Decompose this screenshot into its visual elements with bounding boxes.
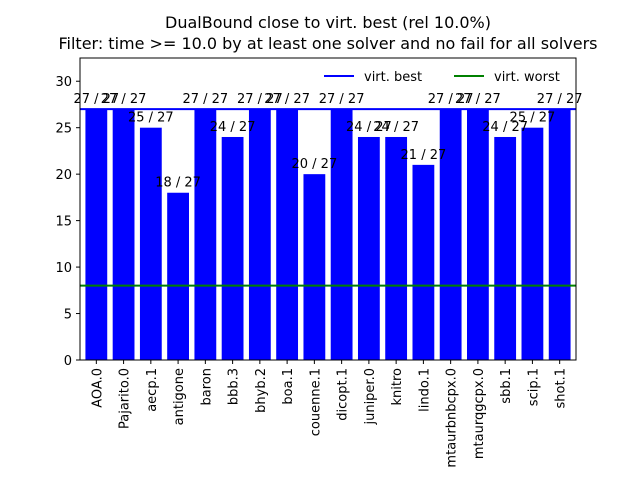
data-label: 25 / 27 (510, 111, 556, 126)
data-label: 24 / 27 (346, 120, 392, 135)
bar-scip-1 (521, 127, 544, 360)
x-tick-label: bbb.3 (227, 368, 242, 405)
x-tick-label: juniper.0 (363, 368, 378, 426)
chart-title-line2: Filter: time >= 10.0 by at least one sol… (58, 34, 597, 53)
data-label: 27 / 27 (73, 92, 119, 107)
bar-aoa-0 (85, 109, 108, 360)
data-label: 18 / 27 (155, 176, 201, 191)
legend-label-virt-best: virt. best (364, 70, 422, 85)
y-tick-label: 20 (55, 168, 72, 183)
axes-frame (79, 57, 577, 361)
x-tick-label: sbb.1 (499, 368, 514, 404)
bar-aecp-1 (139, 127, 162, 360)
x-tick-label: knitro (390, 368, 405, 406)
y-tick-label: 0 (64, 354, 72, 369)
y-tick-label: 25 (55, 122, 72, 137)
data-label: 27 / 27 (101, 92, 147, 107)
bar-juniper-0 (357, 136, 380, 360)
data-label: 21 / 27 (401, 148, 447, 163)
bar-boa-1 (276, 109, 299, 360)
chart-title-line1: DualBound close to virt. best (rel 10.0%… (165, 13, 491, 32)
x-tick-label: boa.1 (281, 368, 296, 405)
bar-mtaurbnbcpx-0 (439, 109, 462, 360)
y-tick-label: 10 (55, 261, 72, 276)
data-label: 27 / 27 (319, 92, 365, 107)
x-tick-label: aecp.1 (145, 368, 160, 412)
x-tick-label: lindo.1 (417, 368, 432, 412)
x-tick-label: shot.1 (554, 368, 569, 408)
bar-couenne-1 (303, 174, 326, 360)
data-label: 24 / 27 (482, 120, 528, 135)
x-tick-label: antigone (172, 368, 187, 425)
bar-knitro (385, 136, 408, 360)
data-label: 25 / 27 (128, 111, 174, 126)
y-tick-label: 30 (55, 75, 72, 90)
x-tick-label: mtaurqgcpx.0 (472, 368, 487, 459)
bar-antigone (167, 192, 189, 360)
legend-label-virt-worst: virt. worst (494, 70, 560, 85)
data-label: 27 / 27 (455, 92, 501, 107)
bar-dicopt-1 (330, 109, 353, 360)
bar-lindo-1 (412, 164, 435, 360)
bar-bbb-3 (221, 136, 244, 360)
data-label: 24 / 27 (373, 120, 419, 135)
bar-baron (194, 109, 217, 360)
x-tick-label: couenne.1 (308, 368, 323, 436)
x-tick-label: baron (199, 368, 214, 405)
data-label: 27 / 27 (237, 92, 283, 107)
data-label: 27 / 27 (182, 92, 228, 107)
x-tick-label: dicopt.1 (336, 368, 351, 421)
data-label: 27 / 27 (264, 92, 310, 107)
x-tick-label: bhyb.2 (254, 368, 269, 413)
data-label: 24 / 27 (210, 120, 256, 135)
x-tick-label: mtaurbnbcpx.0 (445, 368, 460, 468)
data-label: 20 / 27 (292, 157, 338, 172)
data-label: 27 / 27 (537, 92, 583, 107)
x-tick-label: AOA.0 (90, 368, 105, 408)
bar-bhyb-2 (248, 109, 271, 360)
bar-shot-1 (548, 109, 571, 360)
x-tick-label: Pajarito.0 (118, 368, 133, 429)
y-tick-label: 5 (64, 308, 72, 323)
bar-sbb-1 (494, 136, 517, 360)
data-label: 27 / 27 (428, 92, 474, 107)
bar-pajarito-0 (112, 109, 135, 360)
x-tick-label: scip.1 (526, 368, 541, 406)
bar-mtaurqgcpx-0 (467, 109, 489, 360)
y-tick-label: 15 (55, 215, 72, 230)
